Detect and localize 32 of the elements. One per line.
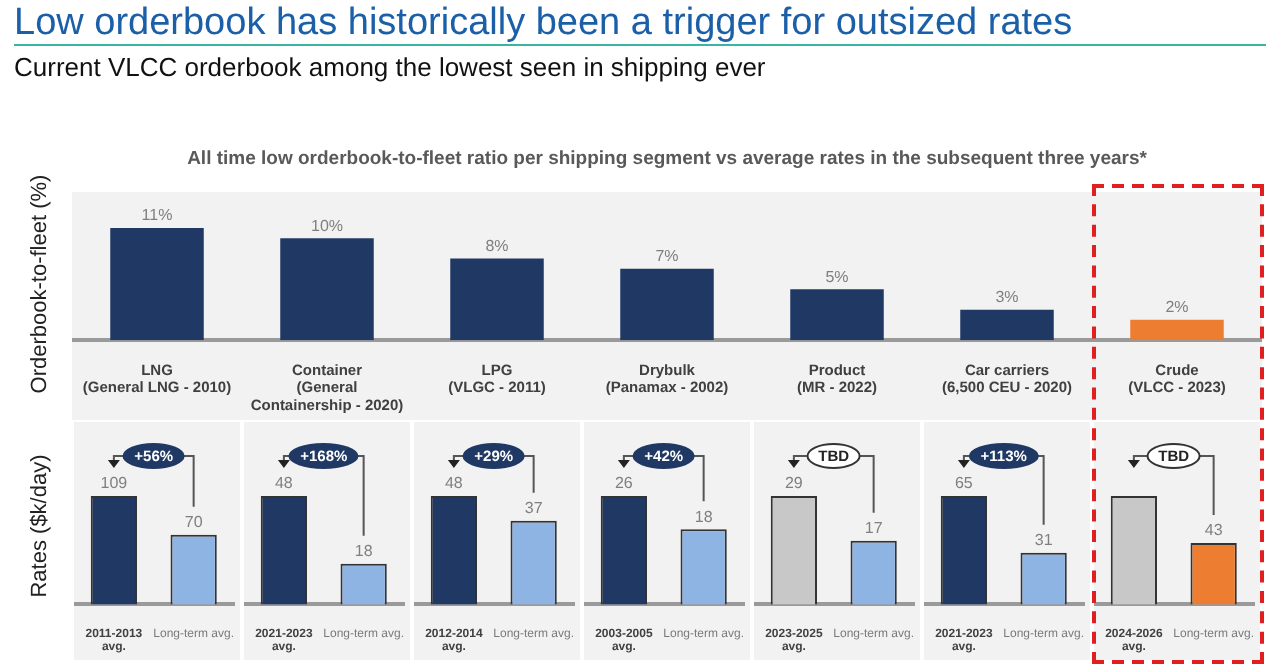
chart-title: Low orderbook has historically been a trigger for outsized rates — [14, 2, 1073, 46]
bar — [790, 289, 884, 341]
data-label: 29 — [784, 474, 804, 493]
bar — [620, 268, 714, 341]
bar — [110, 228, 204, 341]
data-label: 48 — [274, 474, 294, 493]
bar — [280, 238, 374, 341]
data-label: 18 — [354, 542, 374, 561]
data-label: 5% — [825, 267, 849, 286]
data-label: 70 — [184, 513, 204, 532]
chart-subtitle: Current VLCC orderbook among the lowest seen in shipping ever — [14, 52, 766, 82]
data-label: 2% — [1165, 298, 1189, 317]
data-label: 109 — [100, 474, 129, 493]
y-axis-title: Rates ($k/day) — [28, 454, 52, 598]
data-label: 43 — [1204, 521, 1224, 540]
text: All time low orderbook-to-fleet ratio per shipping segment vs average rates in the subsequent three years* — [185, 148, 1149, 170]
bar — [1130, 319, 1224, 341]
data-label: 31 — [1034, 531, 1054, 550]
data-label: 48 — [444, 474, 464, 493]
data-label: 10% — [310, 216, 344, 235]
bar — [960, 309, 1054, 341]
data-label: 17 — [864, 519, 884, 538]
data-label: 3% — [995, 288, 1019, 307]
data-label: 11% — [141, 206, 173, 225]
data-label: 18 — [694, 507, 714, 526]
bar — [450, 258, 544, 341]
data-label: 26 — [614, 474, 634, 493]
data-label: 7% — [655, 247, 679, 266]
data-label: 8% — [485, 237, 509, 256]
y-axis-title: Orderbook-to-fleet (%) — [28, 174, 52, 394]
data-label: 65 — [954, 474, 974, 493]
data-label: 37 — [524, 499, 544, 518]
